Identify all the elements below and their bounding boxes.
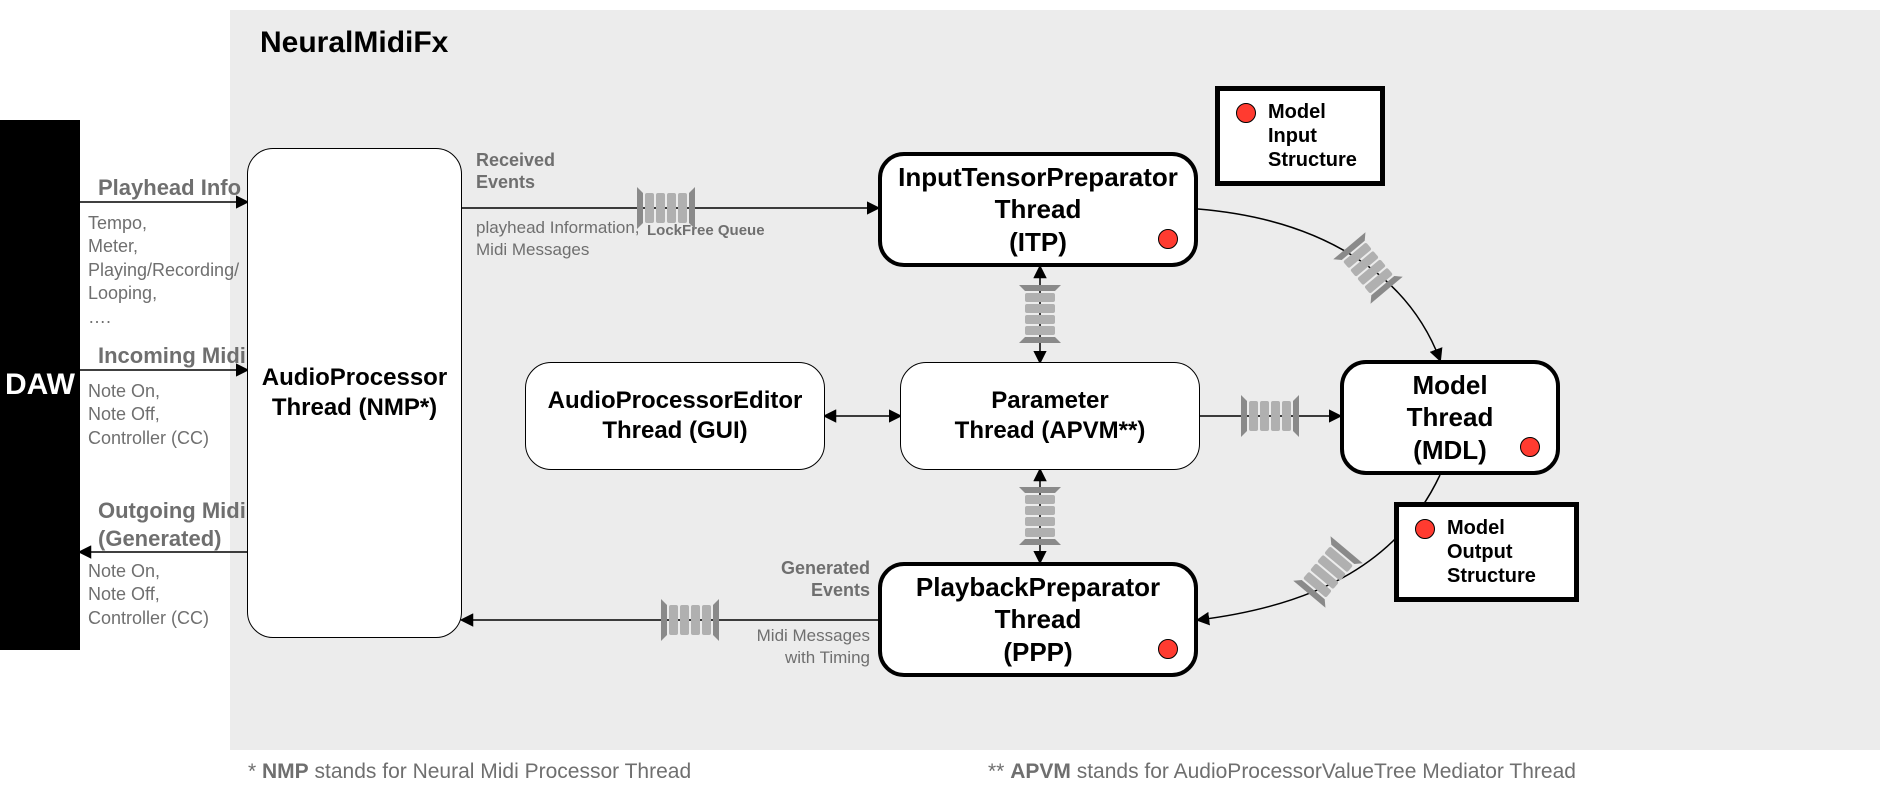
playhead-info-detail: Tempo, Meter, Playing/Recording/ Looping…: [88, 212, 239, 329]
node-model-mdl: Model Thread (MDL): [1340, 360, 1560, 475]
node-playbackpreparator-ppp: PlaybackPreparator Thread (PPP): [878, 562, 1198, 677]
red-dot-icon: [1415, 519, 1435, 539]
legend-line: Model: [1268, 100, 1357, 124]
daw-block: DAW: [0, 120, 80, 650]
node-line: (PPP): [1003, 636, 1072, 669]
red-dot-icon: [1158, 229, 1178, 249]
node-line: Thread (APVM**): [955, 416, 1146, 446]
legend-line: Model: [1447, 516, 1536, 540]
footnote-apvm: ** APVM stands for AudioProcessorValueTr…: [988, 760, 1576, 784]
received-events-title: Received Events: [476, 150, 555, 193]
playhead-info-title: Playhead Info: [98, 175, 241, 201]
diagram-title: NeuralMidiFx: [260, 26, 448, 60]
outgoing-midi-title: Outgoing Midi (Generated): [98, 497, 246, 552]
daw-label: DAW: [5, 368, 75, 402]
node-line: PlaybackPreparator: [916, 571, 1160, 604]
node-line: Thread (NMP*): [272, 393, 437, 423]
node-audioprocessor-nmp: AudioProcessor Thread (NMP*): [247, 148, 462, 638]
legend-line: Structure: [1268, 148, 1357, 172]
red-dot-icon: [1158, 639, 1178, 659]
node-inputtensorpreparator-itp: InputTensorPreparator Thread (ITP): [878, 152, 1198, 267]
node-line: InputTensorPreparator: [898, 161, 1178, 194]
legend-line: Output: [1447, 540, 1536, 564]
node-line: Thread: [995, 193, 1082, 226]
lockfree-queue-label: LockFree Queue: [647, 222, 765, 239]
diagram-canvas: DAW NeuralMidiFx Playhead Info Tempo, Me…: [0, 0, 1888, 805]
legend-line: Input: [1268, 124, 1357, 148]
red-dot-icon: [1520, 437, 1540, 457]
node-line: Parameter: [991, 386, 1108, 416]
node-line: Thread (GUI): [602, 416, 747, 446]
node-line: (ITP): [1009, 226, 1067, 259]
node-line: Thread: [1407, 401, 1494, 434]
generated-events-title: Generated Events: [770, 558, 870, 601]
outgoing-midi-detail: Note On, Note Off, Controller (CC): [88, 560, 209, 630]
node-audioprocessoreditor-gui: AudioProcessorEditor Thread (GUI): [525, 362, 825, 470]
node-line: AudioProcessor: [262, 363, 447, 393]
node-line: AudioProcessorEditor: [548, 386, 803, 416]
received-events-detail: playhead Information, Midi Messages: [476, 217, 640, 261]
legend-model-input-structure: Model Input Structure: [1215, 86, 1385, 186]
node-line: Model: [1412, 369, 1487, 402]
footnote-nmp: * NMP stands for Neural Midi Processor T…: [248, 760, 691, 784]
legend-line: Structure: [1447, 564, 1536, 588]
node-line: (MDL): [1413, 434, 1487, 467]
incoming-midi-detail: Note On, Note Off, Controller (CC): [88, 380, 209, 450]
legend-model-output-structure: Model Output Structure: [1394, 502, 1579, 602]
incoming-midi-title: Incoming Midi: [98, 343, 246, 369]
generated-events-detail: Midi Messages with Timing: [752, 625, 870, 669]
red-dot-icon: [1236, 103, 1256, 123]
node-parameter-apvm: Parameter Thread (APVM**): [900, 362, 1200, 470]
node-line: Thread: [995, 603, 1082, 636]
